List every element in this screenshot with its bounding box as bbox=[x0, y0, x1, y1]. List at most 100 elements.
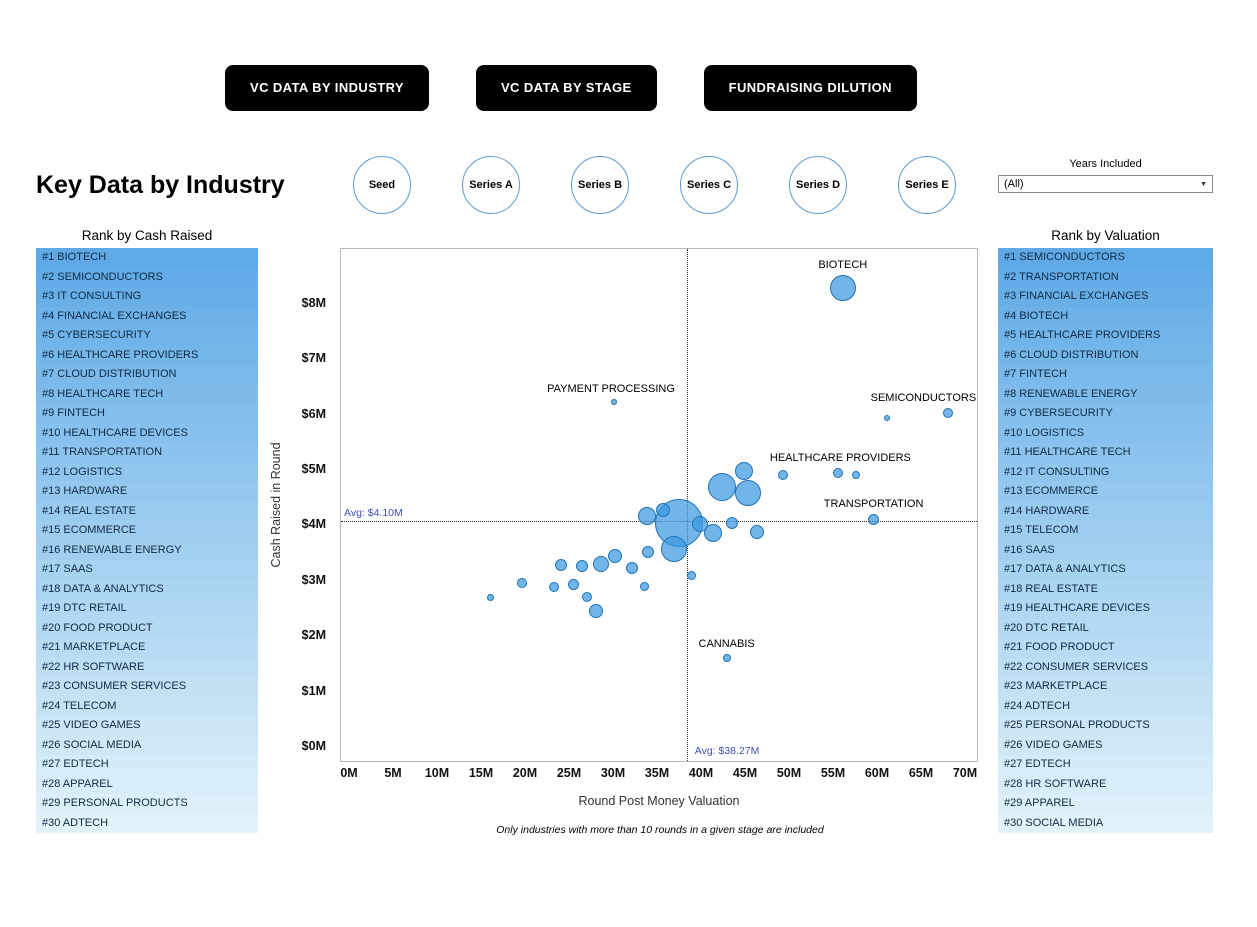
rank-item[interactable]: #9 FINTECH bbox=[36, 404, 258, 424]
bubble[interactable] bbox=[725, 517, 738, 530]
rank-item[interactable]: #10 LOGISTICS bbox=[998, 423, 1213, 443]
rank-item[interactable]: #20 FOOD PRODUCT bbox=[36, 618, 258, 638]
rank-item[interactable]: #21 FOOD PRODUCT bbox=[998, 638, 1213, 658]
bubble-healthcare-providers[interactable] bbox=[833, 467, 844, 478]
rank-item[interactable]: #30 ADTECH bbox=[36, 813, 258, 833]
stage-filter-button[interactable]: Series D bbox=[789, 156, 847, 214]
rank-item[interactable]: #19 HEALTHCARE DEVICES bbox=[998, 599, 1213, 619]
bubble[interactable] bbox=[588, 603, 603, 618]
rank-item[interactable]: #9 CYBERSECURITY bbox=[998, 404, 1213, 424]
nav-button[interactable]: VC DATA BY STAGE bbox=[475, 65, 657, 111]
rank-item[interactable]: #10 HEALTHCARE DEVICES bbox=[36, 423, 258, 443]
rank-item[interactable]: #12 LOGISTICS bbox=[36, 462, 258, 482]
bubble[interactable] bbox=[750, 524, 765, 539]
rank-item[interactable]: #22 HR SOFTWARE bbox=[36, 657, 258, 677]
rank-item[interactable]: #19 DTC RETAIL bbox=[36, 599, 258, 619]
rank-item[interactable]: #5 HEALTHCARE PROVIDERS bbox=[998, 326, 1213, 346]
bubble[interactable] bbox=[686, 570, 696, 580]
rank-item[interactable]: #23 MARKETPLACE bbox=[998, 677, 1213, 697]
rank-item[interactable]: #12 IT CONSULTING bbox=[998, 462, 1213, 482]
rank-item[interactable]: #20 DTC RETAIL bbox=[998, 618, 1213, 638]
rank-item[interactable]: #11 HEALTHCARE TECH bbox=[998, 443, 1213, 463]
rank-item[interactable]: #17 SAAS bbox=[36, 560, 258, 580]
rank-item[interactable]: #22 CONSUMER SERVICES bbox=[998, 657, 1213, 677]
rank-item[interactable]: #7 FINTECH bbox=[998, 365, 1213, 385]
bubble-biotech[interactable] bbox=[829, 275, 856, 302]
rank-item[interactable]: #25 PERSONAL PRODUCTS bbox=[998, 716, 1213, 736]
rank-item[interactable]: #6 HEALTHCARE PROVIDERS bbox=[36, 345, 258, 365]
bubble[interactable] bbox=[692, 515, 709, 532]
bubble-transportation[interactable] bbox=[868, 514, 880, 526]
bubble[interactable] bbox=[852, 470, 860, 479]
bubble[interactable] bbox=[638, 507, 657, 526]
bubble[interactable] bbox=[883, 415, 890, 422]
bubble[interactable] bbox=[555, 559, 568, 572]
rank-item[interactable]: #13 ECOMMERCE bbox=[998, 482, 1213, 502]
bubble[interactable] bbox=[735, 462, 754, 480]
bubble[interactable] bbox=[704, 524, 723, 543]
rank-item[interactable]: #16 RENEWABLE ENERGY bbox=[36, 540, 258, 560]
rank-item[interactable]: #29 PERSONAL PRODUCTS bbox=[36, 794, 258, 814]
years-included-select[interactable]: (All) ▼ bbox=[998, 175, 1213, 193]
rank-item[interactable]: #14 REAL ESTATE bbox=[36, 501, 258, 521]
rank-item[interactable]: #26 VIDEO GAMES bbox=[998, 735, 1213, 755]
bubble-payment-processing[interactable] bbox=[611, 398, 617, 405]
stage-filter-button[interactable]: Series E bbox=[898, 156, 956, 214]
rank-item[interactable]: #28 APPAREL bbox=[36, 774, 258, 794]
rank-item[interactable]: #7 CLOUD DISTRIBUTION bbox=[36, 365, 258, 385]
bubble[interactable] bbox=[607, 549, 622, 564]
rank-item[interactable]: #1 SEMICONDUCTORS bbox=[998, 248, 1213, 268]
rank-item[interactable]: #30 SOCIAL MEDIA bbox=[998, 813, 1213, 833]
stage-filter-button[interactable]: Series C bbox=[680, 156, 738, 214]
rank-item[interactable]: #24 ADTECH bbox=[998, 696, 1213, 716]
rank-item[interactable]: #16 SAAS bbox=[998, 540, 1213, 560]
rank-item[interactable]: #23 CONSUMER SERVICES bbox=[36, 677, 258, 697]
bubble[interactable] bbox=[568, 579, 580, 591]
bubble[interactable] bbox=[581, 592, 592, 603]
nav-button[interactable]: VC DATA BY INDUSTRY bbox=[225, 65, 429, 111]
rank-item[interactable]: #15 ECOMMERCE bbox=[36, 521, 258, 541]
rank-item[interactable]: #21 MARKETPLACE bbox=[36, 638, 258, 658]
rank-item[interactable]: #18 REAL ESTATE bbox=[998, 579, 1213, 599]
bubble[interactable] bbox=[640, 581, 650, 591]
rank-item[interactable]: #27 EDTECH bbox=[36, 755, 258, 775]
rank-item[interactable]: #8 HEALTHCARE TECH bbox=[36, 384, 258, 404]
rank-item[interactable]: #5 CYBERSECURITY bbox=[36, 326, 258, 346]
bubble[interactable] bbox=[517, 577, 528, 588]
bubble[interactable] bbox=[549, 582, 560, 593]
rank-item[interactable]: #4 BIOTECH bbox=[998, 306, 1213, 326]
rank-item[interactable]: #11 TRANSPORTATION bbox=[36, 443, 258, 463]
rank-item[interactable]: #2 SEMICONDUCTORS bbox=[36, 267, 258, 287]
bubble[interactable] bbox=[734, 480, 761, 507]
bubble[interactable] bbox=[625, 561, 638, 574]
rank-item[interactable]: #3 FINANCIAL EXCHANGES bbox=[998, 287, 1213, 307]
rank-item[interactable]: #4 FINANCIAL EXCHANGES bbox=[36, 306, 258, 326]
bubble[interactable] bbox=[487, 593, 495, 601]
rank-item[interactable]: #17 DATA & ANALYTICS bbox=[998, 560, 1213, 580]
rank-item[interactable]: #14 HARDWARE bbox=[998, 501, 1213, 521]
stage-filter-button[interactable]: Series A bbox=[462, 156, 520, 214]
rank-item[interactable]: #3 IT CONSULTING bbox=[36, 287, 258, 307]
bubble[interactable] bbox=[777, 469, 788, 480]
bubble[interactable] bbox=[576, 560, 589, 573]
bubble[interactable] bbox=[592, 556, 609, 573]
rank-item[interactable]: #29 APPAREL bbox=[998, 794, 1213, 814]
rank-item[interactable]: #18 DATA & ANALYTICS bbox=[36, 579, 258, 599]
rank-item[interactable]: #13 HARDWARE bbox=[36, 482, 258, 502]
rank-item[interactable]: #26 SOCIAL MEDIA bbox=[36, 735, 258, 755]
rank-item[interactable]: #2 TRANSPORTATION bbox=[998, 267, 1213, 287]
rank-item[interactable]: #24 TELECOM bbox=[36, 696, 258, 716]
bubble[interactable] bbox=[660, 535, 687, 562]
bubble-cannabis[interactable] bbox=[722, 653, 731, 662]
stage-filter-button[interactable]: Series B bbox=[571, 156, 629, 214]
rank-item[interactable]: #15 TELECOM bbox=[998, 521, 1213, 541]
bubble[interactable] bbox=[642, 546, 655, 559]
rank-item[interactable]: #28 HR SOFTWARE bbox=[998, 774, 1213, 794]
rank-item[interactable]: #8 RENEWABLE ENERGY bbox=[998, 384, 1213, 404]
rank-item[interactable]: #1 BIOTECH bbox=[36, 248, 258, 268]
stage-filter-button[interactable]: Seed bbox=[353, 156, 411, 214]
bubble[interactable] bbox=[656, 502, 671, 517]
bubble-semiconductors[interactable] bbox=[943, 407, 954, 418]
nav-button[interactable]: FUNDRAISING DILUTION bbox=[703, 65, 917, 111]
rank-item[interactable]: #27 EDTECH bbox=[998, 755, 1213, 775]
